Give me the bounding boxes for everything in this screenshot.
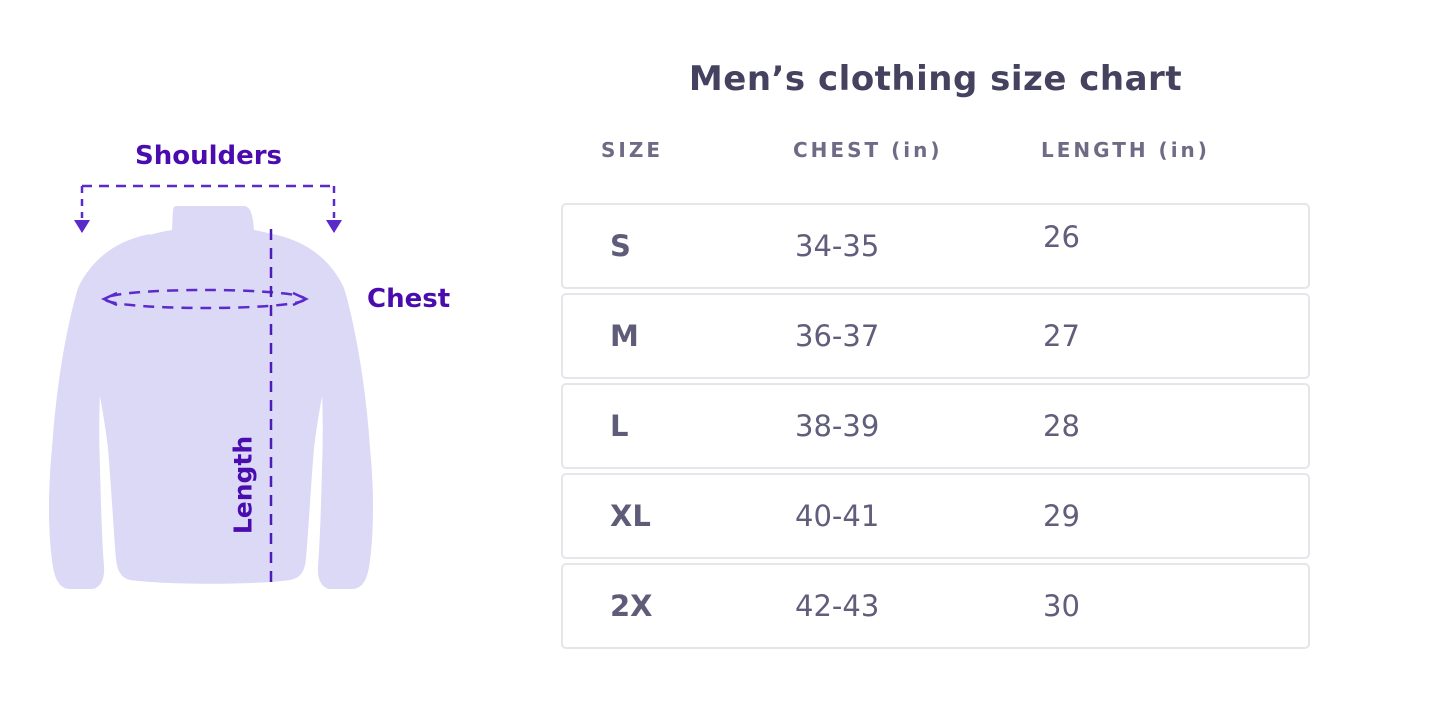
arrow-left-icon — [101, 291, 118, 307]
cell-size: L — [610, 409, 629, 443]
page-title: Men’s clothing size chart — [688, 59, 1183, 99]
arrow-down-right-icon — [326, 220, 342, 233]
shoulders-bracket — [80, 184, 336, 218]
table-row: M 36-37 27 — [561, 293, 1310, 379]
cell-chest: 40-41 — [795, 499, 880, 533]
cell-size: XL — [610, 499, 651, 533]
table-header: SIZE CHEST (in) LENGTH (in) — [561, 138, 1310, 162]
cell-size: 2X — [610, 589, 653, 623]
table-row: 2X 42-43 30 — [561, 563, 1310, 649]
table-row: XL 40-41 29 — [561, 473, 1310, 559]
chest-ellipse — [101, 288, 309, 310]
header-cell-size: SIZE — [601, 138, 664, 162]
length-label: Length — [228, 435, 258, 535]
shirt-diagram: Shoulders Chest Length — [0, 0, 500, 725]
cell-chest: 42-43 — [795, 589, 880, 623]
cell-length: 30 — [1043, 589, 1080, 623]
table-row: L 38-39 28 — [561, 383, 1310, 469]
chest-label: Chest — [367, 284, 451, 314]
table-row: S 34-35 26 — [561, 203, 1310, 289]
shoulders-label: Shoulders — [134, 141, 283, 171]
cell-chest: 38-39 — [795, 409, 880, 443]
header-cell-length: LENGTH (in) — [1041, 138, 1210, 162]
arrow-right-icon — [292, 291, 309, 307]
shirt-sleeve-right — [272, 234, 373, 589]
size-table: S 34-35 26 M 36-37 27 L 38-39 28 XL 40-4… — [561, 203, 1310, 653]
cell-length: 29 — [1043, 499, 1080, 533]
cell-length: 28 — [1043, 409, 1080, 443]
shoulders-arrowheads — [74, 220, 342, 233]
shirt-body — [78, 206, 344, 584]
shirt-sleeve-left — [49, 234, 150, 589]
shirt-illustration — [49, 184, 373, 589]
arrow-down-left-icon — [74, 220, 90, 233]
cell-length: 26 — [1043, 220, 1080, 254]
cell-length: 27 — [1043, 319, 1080, 353]
header-cell-chest: CHEST (in) — [793, 138, 943, 162]
shirt-shape — [49, 206, 373, 589]
cell-chest: 36-37 — [795, 319, 880, 353]
cell-size: S — [610, 229, 631, 263]
cell-chest: 34-35 — [795, 229, 880, 263]
cell-size: M — [610, 319, 639, 353]
